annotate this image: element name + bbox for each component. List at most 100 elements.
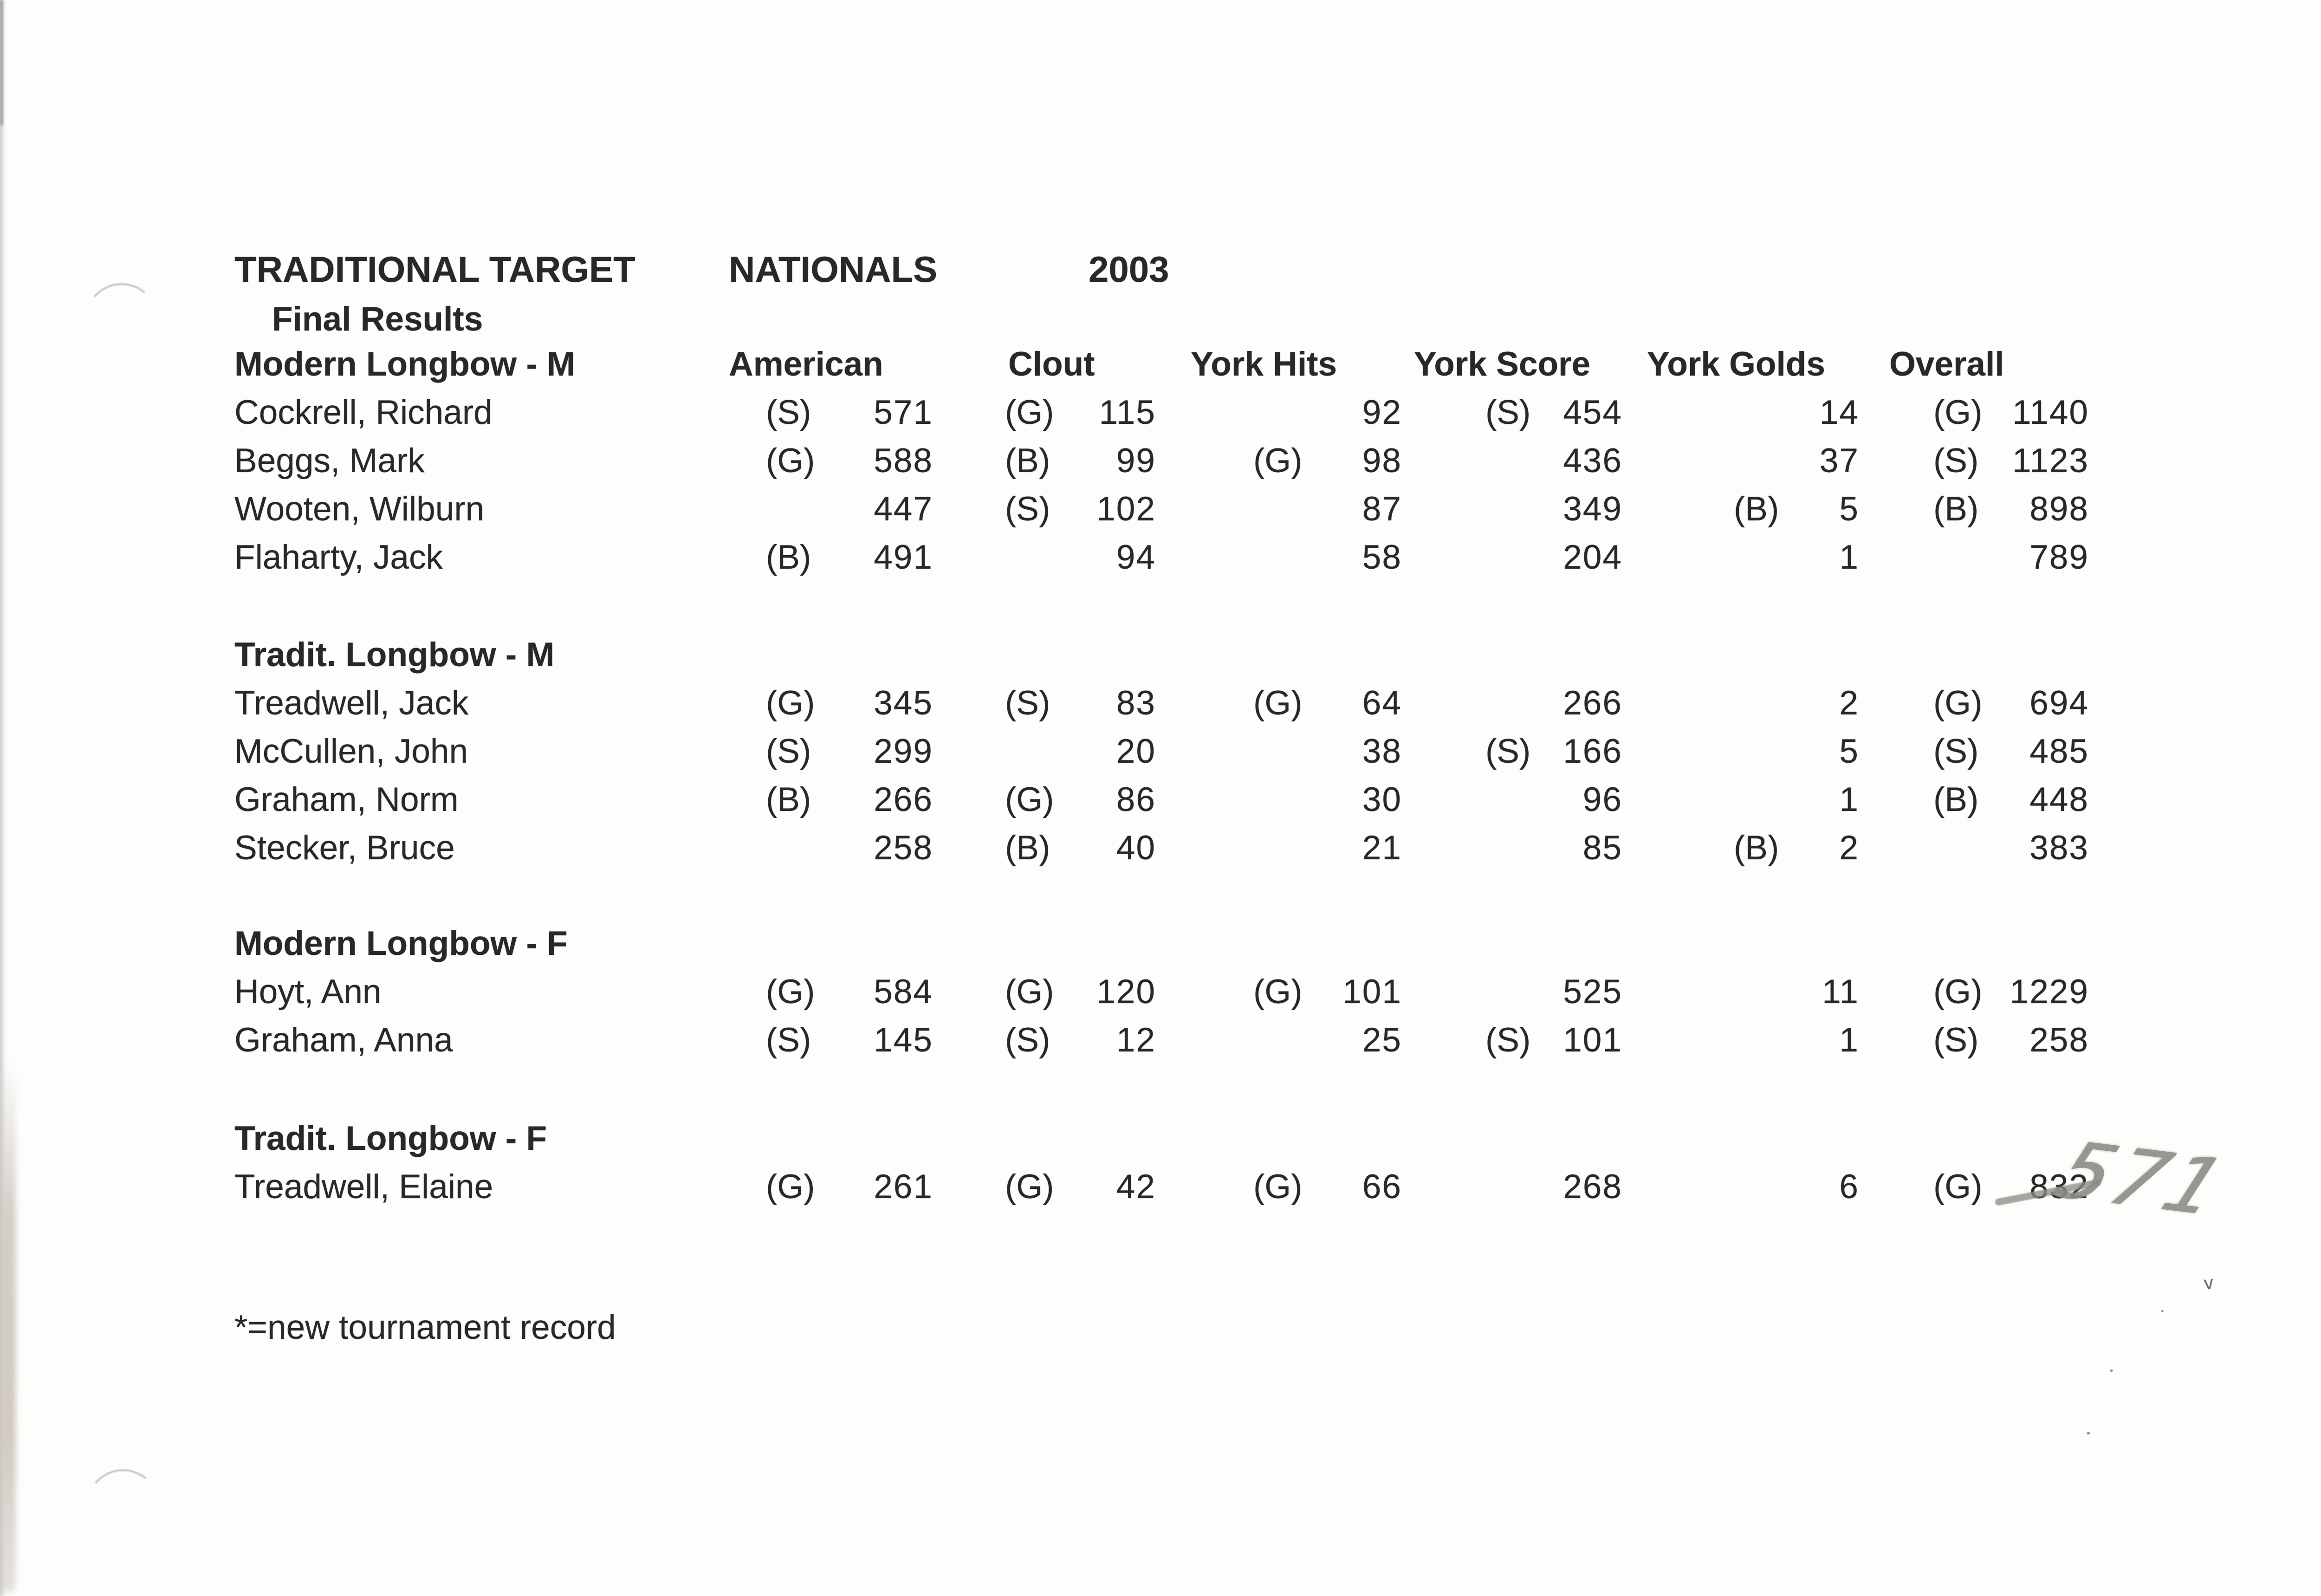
player-name: Graham, Anna (234, 1021, 453, 1059)
medal-label: (S) (766, 1021, 811, 1059)
score-value: 40 (1116, 829, 1156, 867)
score-value: 299 (874, 733, 933, 770)
score-value: 98 (1362, 442, 1402, 480)
score-cell-clout: 94 (1005, 533, 1156, 582)
score-value: 115 (1099, 394, 1156, 431)
score-cell-york-hits: (G) 66 (1253, 1163, 1402, 1211)
medal-label: (G) (1933, 973, 1983, 1011)
score-cell-york-golds: 37 (1734, 437, 1859, 485)
score-value: 525 (1563, 973, 1622, 1011)
dust-speck (2110, 1369, 2113, 1372)
score-value: 20 (1116, 733, 1156, 770)
score-value: 37 (1819, 442, 1859, 480)
score-value: 5 (1839, 490, 1859, 528)
score-value: 266 (1563, 684, 1622, 722)
medal-label: (G) (1005, 781, 1054, 818)
medal-label: (B) (1005, 442, 1050, 480)
document-subtitle: Final Results (272, 300, 483, 338)
table-row: Treadwell, Elaine (G) 261 (G) 42 (G) 66 268 6 (G)… (234, 1163, 2102, 1211)
handwritten-correction: 571 (2042, 1125, 2241, 1233)
player-name: Cockrell, Richard (234, 394, 493, 431)
score-cell-clout: (G) 86 (1005, 776, 1156, 824)
score-value: 789 (2029, 538, 2089, 576)
score-cell-york-score: 85 (1485, 824, 1622, 872)
score-value: 102 (1096, 490, 1156, 528)
punch-hole-shadow-top (82, 280, 162, 360)
score-value: 258 (874, 829, 933, 867)
score-value: 588 (874, 442, 933, 480)
column-header-clout: Clout (1008, 345, 1095, 383)
score-value: 94 (1116, 538, 1156, 576)
score-cell-york-hits: 87 (1253, 485, 1402, 533)
scan-edge-dark-top (0, 0, 3, 125)
medal-label: (G) (1005, 1168, 1054, 1206)
medal-label: (B) (1734, 829, 1779, 867)
score-cell-york-golds: 5 (1734, 727, 1859, 776)
table-row: Graham, Norm (B) 266 (G) 86 30 96 1 (B) 448 (234, 776, 2089, 824)
medal-label: (S) (1485, 1021, 1531, 1059)
score-cell-york-hits: 21 (1253, 824, 1402, 872)
score-cell-american: (G) 588 (766, 437, 933, 485)
score-cell-york-golds: 6 (1734, 1163, 1859, 1211)
score-cell-clout: (G) 42 (1005, 1163, 1156, 1211)
score-value: 99 (1116, 442, 1156, 480)
medal-label: (B) (1933, 781, 1979, 818)
scan-edge-smudge (2, 1058, 16, 1592)
score-value: 96 (1582, 781, 1622, 818)
medal-label: (G) (766, 684, 815, 722)
score-cell-overall: (G) 1140 (1933, 389, 2089, 437)
column-header-american: American (729, 345, 883, 383)
medal-label: (S) (1933, 1021, 1979, 1059)
score-value: 5 (1839, 733, 1859, 770)
score-cell-york-score: 349 (1485, 485, 1622, 533)
document-title-center: NATIONALS (729, 249, 938, 290)
scan-edge-shadow (0, 0, 6, 1596)
score-cell-clout: (S) 83 (1005, 679, 1156, 727)
score-cell-york-golds: 11 (1734, 968, 1859, 1016)
medal-label: (S) (1485, 733, 1531, 770)
score-value: 58 (1362, 538, 1402, 576)
score-value: 258 (2029, 1021, 2089, 1059)
score-cell-clout: 20 (1005, 727, 1156, 776)
score-cell-american: (B) 266 (766, 776, 933, 824)
score-value: 101 (1342, 973, 1402, 1011)
medal-label: (S) (1005, 684, 1050, 722)
score-value: 83 (1116, 684, 1156, 722)
score-value: 1123 (2012, 442, 2089, 480)
medal-label: (G) (1253, 973, 1303, 1011)
score-cell-york-hits: (G) 98 (1253, 437, 1402, 485)
score-cell-york-golds: 2 (1734, 679, 1859, 727)
medal-label: (G) (1933, 684, 1983, 722)
score-value: 66 (1362, 1168, 1402, 1206)
score-value: 204 (1563, 538, 1622, 576)
section-header: Tradit. Longbow - F (234, 1120, 547, 1157)
score-cell-american: (B) 491 (766, 533, 933, 582)
medal-label: (B) (1005, 829, 1050, 867)
score-value: 120 (1096, 973, 1156, 1011)
column-header-overall: Overall (1889, 345, 2004, 383)
score-value: 145 (874, 1021, 933, 1059)
score-cell-york-golds: (B) 5 (1734, 485, 1859, 533)
score-cell-overall: (S) 485 (1933, 727, 2089, 776)
score-value: 11 (1822, 973, 1859, 1011)
dust-speck (2161, 1310, 2164, 1312)
score-value: 25 (1362, 1021, 1402, 1059)
player-name: Wooten, Wilburn (234, 490, 485, 528)
medal-label: (S) (1933, 733, 1979, 770)
score-value: 584 (874, 973, 933, 1011)
score-cell-clout: (G) 120 (1005, 968, 1156, 1016)
player-name: Hoyt, Ann (234, 973, 382, 1011)
medal-label: (G) (766, 442, 815, 480)
medal-label: (G) (1253, 684, 1303, 722)
score-cell-york-golds: 1 (1734, 776, 1859, 824)
score-cell-york-hits: 92 (1253, 389, 1402, 437)
score-value: 6 (1839, 1168, 1859, 1206)
score-cell-overall: (G) 694 (1933, 679, 2089, 727)
player-name: McCullen, John (234, 733, 468, 770)
score-value: 30 (1362, 781, 1402, 818)
score-cell-clout: (S) 12 (1005, 1016, 1156, 1064)
score-cell-york-score: 268 (1485, 1163, 1622, 1211)
dust-speck (2087, 1432, 2090, 1434)
medal-label: (G) (1253, 442, 1303, 480)
medal-label: (G) (766, 973, 815, 1011)
